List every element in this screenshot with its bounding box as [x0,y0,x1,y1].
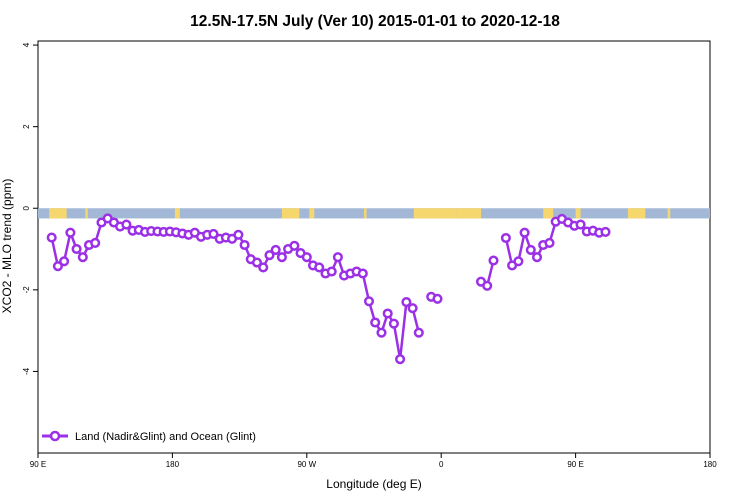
y-tick-label: 0 [22,205,31,210]
y-tick-label: 2 [22,124,31,129]
land-segment [85,208,88,219]
data-point [531,252,543,263]
data-point [71,243,82,255]
land-segment [667,208,671,219]
data-point [519,227,530,238]
data-point [121,219,132,230]
y-tick-label: -4 [22,367,31,375]
data-point [77,252,88,263]
data-point [544,237,555,248]
data-point [301,252,312,263]
data-point [401,297,412,308]
x-axis-label: Longitude (deg E) [326,477,421,491]
data-point [513,256,524,267]
data-point [376,327,387,338]
plot-frame [37,40,711,454]
land-segment [627,208,646,219]
data-point [395,354,406,365]
data-point [525,244,536,255]
data-point [208,228,219,239]
data-point [276,252,287,263]
land-segment [174,208,180,219]
y-axis-label: XCO2 - MLO trend (ppm) [0,179,14,314]
y-tick-label: 4 [22,42,31,47]
chart-title: 12.5N-17.5N July (Ver 10) 2015-01-01 to … [190,13,560,30]
data-point [357,268,368,279]
data-point [251,257,263,268]
data-point [370,317,381,328]
x-tick-label: 180 [703,460,717,469]
data-point [407,303,418,314]
x-tick-label: 0 [439,460,444,469]
land-segment [543,208,554,219]
land-segment [456,208,482,219]
data-point [413,327,424,338]
data-point [52,261,63,272]
land-segment [309,208,315,219]
data-point [46,232,57,243]
ocean-land-band [38,208,710,219]
series-layer [46,213,611,365]
data-point [382,308,393,319]
y-tick-label: -2 [22,286,31,294]
legend-marker [49,430,61,442]
land-segment [281,208,300,219]
land-segment [413,208,457,219]
data-point [264,250,275,261]
data-point [239,239,250,251]
data-point [500,232,511,244]
data-point [270,244,281,255]
data-point [488,255,499,266]
legend-label: Land (Nadir&Glint) and Ocean (Glint) [75,431,256,443]
land-segment [575,208,581,219]
ocean-band [38,208,710,219]
data-point [258,262,269,273]
data-point [600,226,611,237]
data-point [289,240,300,251]
data-point [388,318,399,329]
axes: 90 E 180 90 W 0 90 E 180 4 2 0 -2 -4 [22,42,717,469]
legend: Land (Nadir&Glint) and Ocean (Glint) [42,430,256,443]
land-segment [49,208,67,219]
data-point [59,256,70,267]
data-point [233,229,244,240]
data-point [363,296,375,307]
data-point [332,252,343,263]
x-tick-label: 90 E [567,460,583,469]
data-point [482,280,493,291]
x-tick-label: 90 W [297,460,316,469]
land-segment [364,208,367,219]
data-point [314,262,325,273]
data-point [65,227,76,238]
data-point [326,266,337,277]
data-point [432,293,443,304]
x-tick-label: 180 [166,460,180,469]
data-point [90,237,101,248]
x-tick-label: 90 E [30,460,46,469]
data-point [575,219,586,230]
